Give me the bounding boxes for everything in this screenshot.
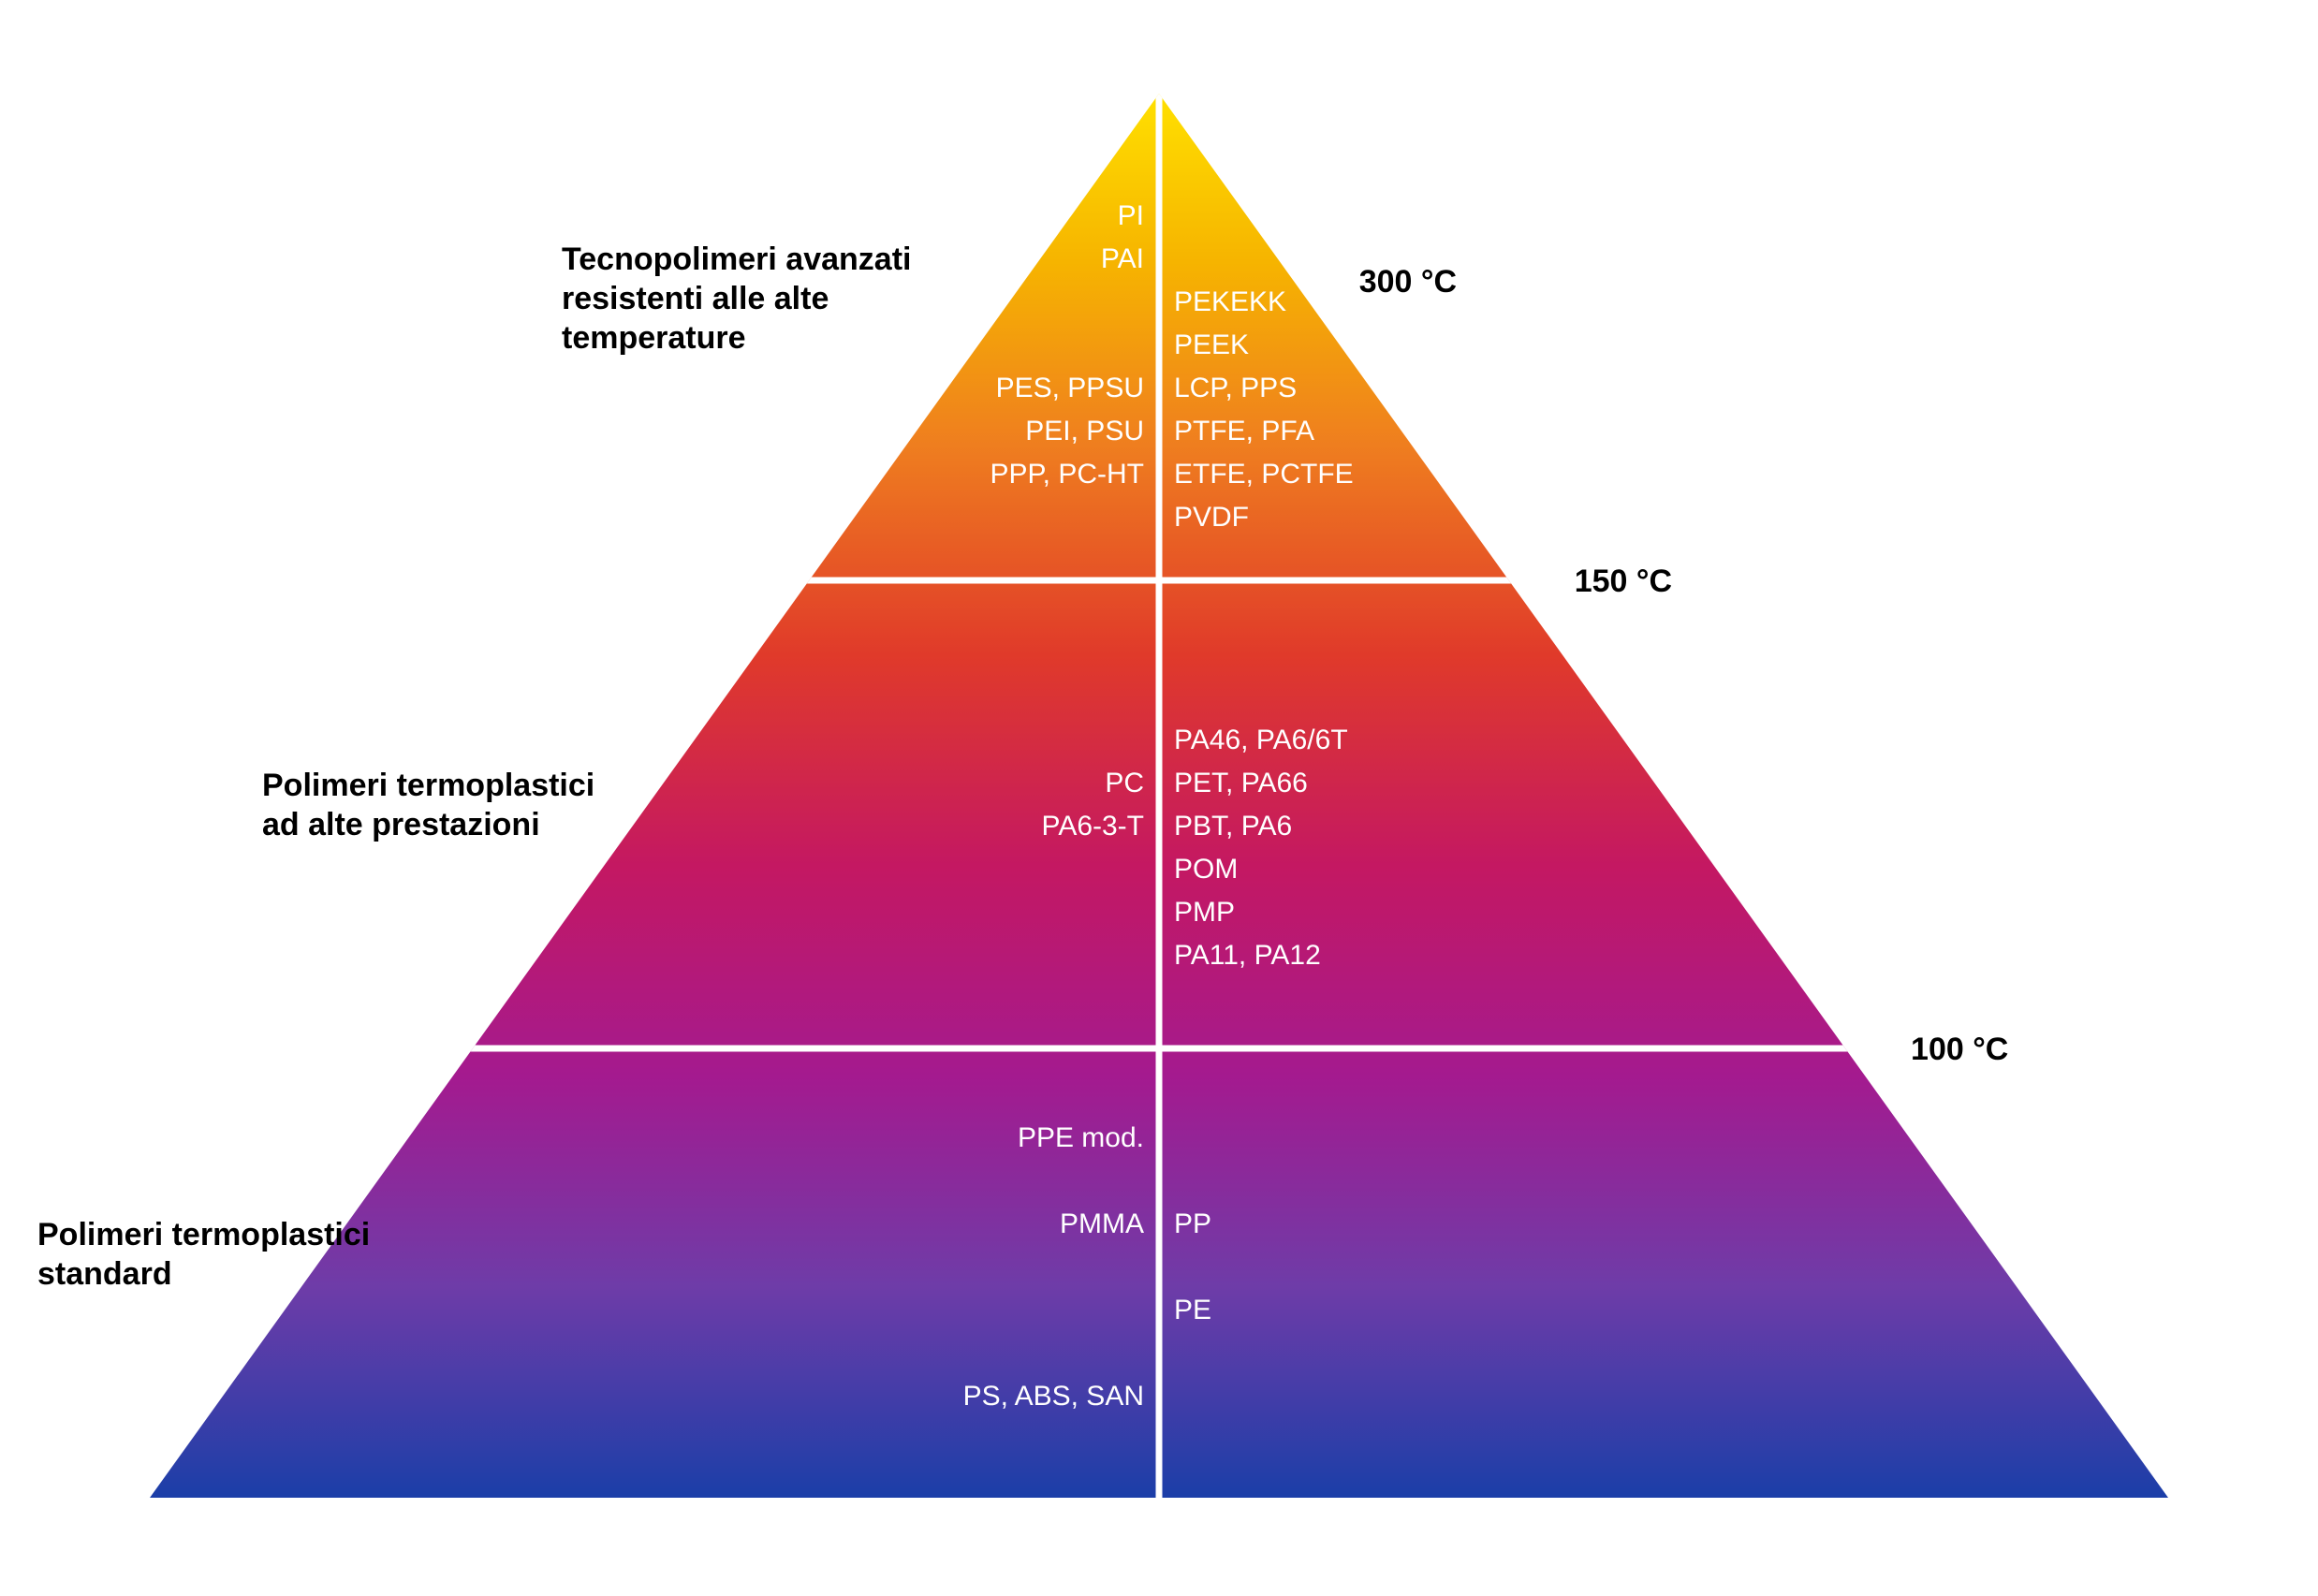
polymer-right: PTFE, PFA <box>1174 416 1314 447</box>
polymer-right: PEEK <box>1174 329 1249 360</box>
polymer-left: PI <box>1118 200 1144 231</box>
polymer-left: PA6-3-T <box>1042 811 1144 842</box>
polymer-pyramid-figure: PI PAI PES, PPSU PEI, PSU PPP, PC-HT PEKEKK PE… <box>0 0 2318 1596</box>
polymer-right: ETFE, PCTFE <box>1174 459 1354 490</box>
polymer-left: PAI <box>1101 243 1144 274</box>
temperature-label: 300 °C <box>1359 264 1457 300</box>
tier-title: temperature <box>562 320 746 356</box>
polymer-left: PMMA <box>1060 1208 1144 1239</box>
polymer-right: PBT, PA6 <box>1174 811 1292 842</box>
pyramid-svg: PI PAI PES, PPSU PEI, PSU PPP, PC-HT PEKEKK PE… <box>0 0 2318 1596</box>
polymer-right: LCP, PPS <box>1174 373 1297 403</box>
polymer-right: PET, PA66 <box>1174 768 1308 798</box>
polymer-left: PS, ABS, SAN <box>963 1381 1144 1412</box>
temperature-label: 150 °C <box>1575 564 1672 599</box>
tier-title: standard <box>37 1256 172 1292</box>
polymer-right: PP <box>1174 1208 1211 1239</box>
polymer-right: POM <box>1174 854 1238 885</box>
polymer-left: PES, PPSU <box>996 373 1144 403</box>
polymer-right: PEKEKK <box>1174 286 1286 317</box>
polymer-right: PA46, PA6/6T <box>1174 725 1348 755</box>
polymer-left: PEI, PSU <box>1025 416 1144 447</box>
temperature-label: 100 °C <box>1911 1032 2008 1067</box>
tier-title: Polimeri termoplastici <box>37 1217 370 1252</box>
polymer-right: PA11, PA12 <box>1174 940 1321 971</box>
polymer-right: PVDF <box>1174 502 1249 533</box>
tier-title: ad alte prestazioni <box>262 807 540 842</box>
polymer-right: PE <box>1174 1295 1211 1325</box>
polymer-right: PMP <box>1174 897 1235 928</box>
polymer-left: PC <box>1105 768 1144 798</box>
polymer-left: PPE mod. <box>1018 1122 1144 1153</box>
tier-title: Polimeri termoplastici <box>262 768 594 803</box>
polymer-left: PPP, PC-HT <box>990 459 1145 490</box>
tier-title: Tecnopolimeri avanzati <box>562 242 911 277</box>
tier-title: resistenti alle alte <box>562 281 829 316</box>
